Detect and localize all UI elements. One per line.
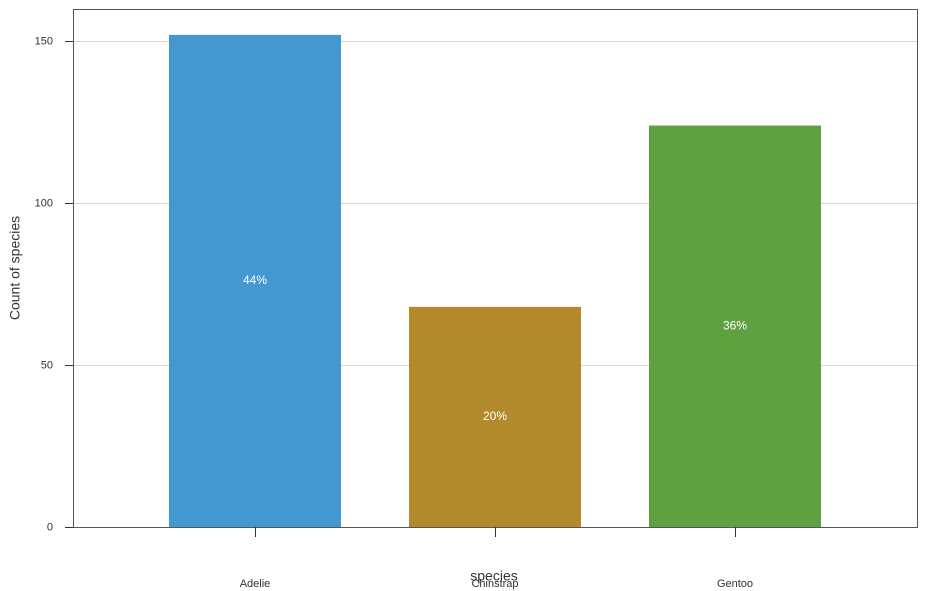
bar bbox=[409, 306, 581, 527]
y-tick-label: 150 bbox=[35, 35, 53, 47]
bar-label: 20% bbox=[483, 409, 507, 423]
bar bbox=[649, 125, 821, 528]
bar-label: 36% bbox=[723, 318, 747, 332]
x-tick-label: Chinstrap bbox=[471, 578, 518, 590]
y-tick-label: 100 bbox=[35, 197, 53, 209]
x-tick-label: Gentoo bbox=[717, 578, 753, 590]
x-axis-title: species bbox=[470, 568, 517, 584]
y-axis-title: Count of species bbox=[7, 216, 23, 320]
x-tick-label: Adelie bbox=[240, 578, 271, 590]
y-tick-label: 50 bbox=[41, 359, 53, 371]
bar-label: 44% bbox=[243, 273, 267, 287]
y-tick-label: 0 bbox=[47, 521, 53, 533]
bar bbox=[169, 34, 341, 528]
